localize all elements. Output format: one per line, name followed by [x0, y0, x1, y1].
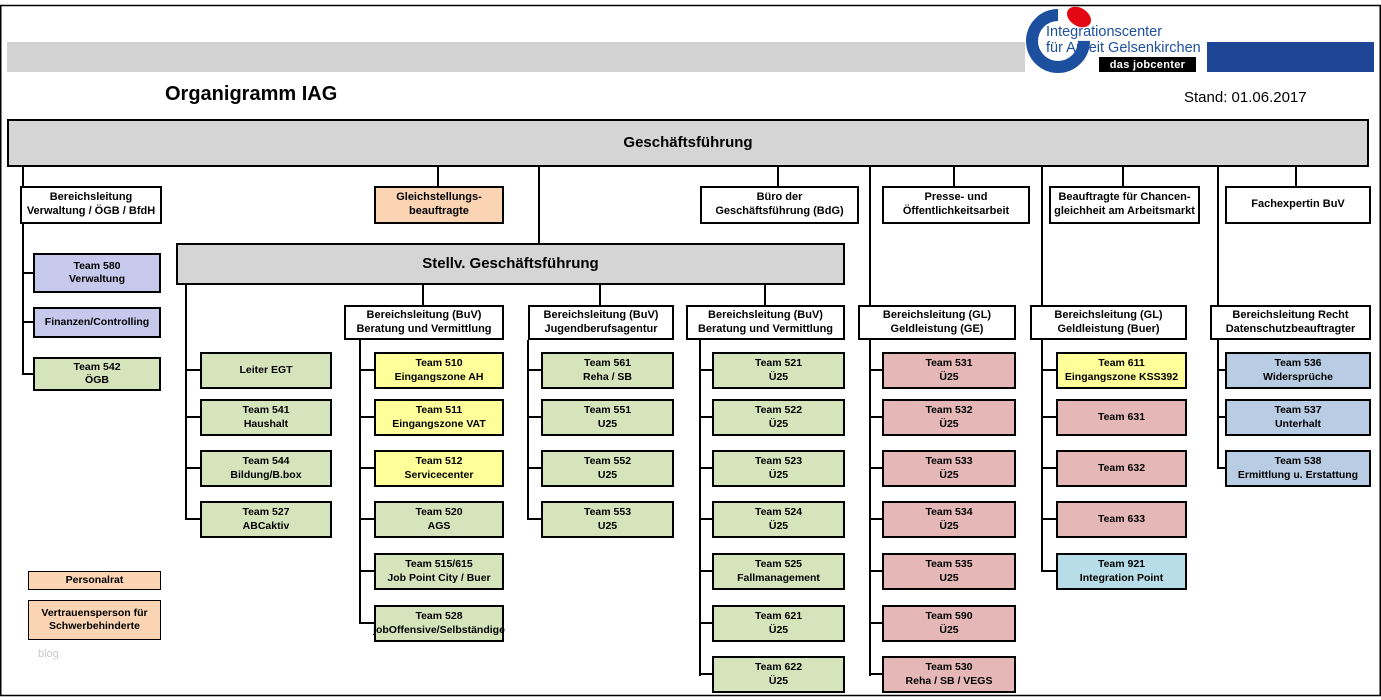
- node-team-511: Team 511 Eingangszone VAT: [374, 399, 504, 436]
- node-team-528: Team 528 jobOffensive/Selbständige: [373, 605, 505, 642]
- node-team-551: Team 551 U25: [541, 399, 674, 436]
- header-buv-beratung-vermittlung-2: Bereichsleitung (BuV) Beratung und Vermi…: [686, 305, 845, 340]
- node-team-553: Team 553 U25: [541, 501, 674, 538]
- header-recht-datenschutz: Bereichsleitung Recht Datenschutzbeauftr…: [1210, 305, 1371, 340]
- node-team-534: Team 534 Ü25: [882, 501, 1016, 538]
- node-chancengleichheit: Beauftragte für Chancen- gleichheit am A…: [1049, 186, 1200, 224]
- node-team-510: Team 510 Eingangszone AH: [374, 352, 504, 389]
- node-team-590: Team 590 Ü25: [882, 605, 1016, 642]
- node-team-525: Team 525 Fallmanagement: [712, 553, 845, 590]
- node-team-522: Team 522 Ü25: [712, 399, 845, 436]
- node-team-538: Team 538 Ermittlung u. Erstattung: [1225, 450, 1371, 487]
- node-gleichstellungsbeauftragte: Gleichstellungs- beauftragte: [374, 186, 504, 224]
- node-bereichsleitung-verwaltung: Bereichsleitung Verwaltung / ÖGB / BfdH: [20, 186, 162, 224]
- date-label: Stand: 01.06.2017: [1184, 89, 1307, 106]
- node-finanzen-controlling: Finanzen/Controlling: [33, 307, 161, 338]
- node-team-536: Team 536 Widersprüche: [1225, 352, 1371, 389]
- node-team-542: Team 542 ÖGB: [33, 357, 161, 391]
- node-team-544: Team 544 Bildung/B.box: [200, 450, 332, 487]
- node-team-531: Team 531 Ü25: [882, 352, 1016, 389]
- header-gl-geldleistung-buer: Bereichsleitung (GL) Geldleistung (Buer): [1030, 305, 1187, 340]
- node-team-552: Team 552 U25: [541, 450, 674, 487]
- node-team-532: Team 532 Ü25: [882, 399, 1016, 436]
- header-navy-block: [1207, 42, 1374, 72]
- node-team-520: Team 520 AGS: [374, 501, 504, 538]
- node-stellv-geschaeftsfuehrung: Stellv. Geschäftsführung: [176, 243, 845, 285]
- node-personalrat: Personalrat: [28, 571, 161, 590]
- node-buero-bdg: Büro der Geschäftsführung (BdG): [700, 186, 859, 224]
- watermark: blog: [38, 648, 59, 660]
- node-team-622: Team 622 Ü25: [712, 656, 845, 693]
- node-fachexpertin-buv: Fachexpertin BuV: [1225, 186, 1371, 224]
- logo-org-name: Integrationscenter für Arbeit Gelsenkirc…: [1046, 24, 1201, 57]
- node-leiter-egt: Leiter EGT: [200, 352, 332, 389]
- node-team-633: Team 633: [1056, 501, 1187, 538]
- node-team-611: Team 611 Eingangszone KSS392: [1056, 352, 1187, 389]
- node-team-524: Team 524 Ü25: [712, 501, 845, 538]
- node-team-537: Team 537 Unterhalt: [1225, 399, 1371, 436]
- node-team-632: Team 632: [1056, 450, 1187, 487]
- node-team-580: Team 580 Verwaltung: [33, 253, 161, 293]
- node-team-921: Team 921 Integration Point: [1056, 553, 1187, 590]
- node-geschaeftsfuehrung: Geschäftsführung: [7, 119, 1369, 167]
- node-team-530: Team 530 Reha / SB / VEGS: [882, 656, 1016, 693]
- node-vertrauensperson: Vertrauensperson für Schwerbehinderte: [28, 600, 161, 640]
- node-presse-oeffentlichkeitsarbeit: Presse- und Öffentlichkeitsarbeit: [882, 186, 1030, 224]
- header-gl-geldleistung-ge: Bereichsleitung (GL) Geldleistung (GE): [858, 305, 1016, 340]
- node-team-515-615: Team 515/615 Job Point City / Buer: [374, 553, 504, 590]
- node-team-561: Team 561 Reha / SB: [541, 352, 674, 389]
- page-title: Organigramm IAG: [165, 83, 338, 105]
- node-team-521: Team 521 Ü25: [712, 352, 845, 389]
- header-gray-bar: [7, 42, 1025, 72]
- node-team-523: Team 523 Ü25: [712, 450, 845, 487]
- node-team-512: Team 512 Servicecenter: [374, 450, 504, 487]
- header-buv-beratung-vermittlung-1: Bereichsleitung (BuV) Beratung und Vermi…: [344, 305, 504, 340]
- node-team-527: Team 527 ABCaktiv: [200, 501, 332, 538]
- logo-tagline: das jobcenter: [1099, 57, 1196, 72]
- node-team-621: Team 621 Ü25: [712, 605, 845, 642]
- node-team-535: Team 535 U25: [882, 553, 1016, 590]
- node-team-631: Team 631: [1056, 399, 1187, 436]
- header-buv-jugendberufsagentur: Bereichsleitung (BuV) Jugendberufsagentu…: [528, 305, 674, 340]
- node-team-533: Team 533 Ü25: [882, 450, 1016, 487]
- node-team-541: Team 541 Haushalt: [200, 399, 332, 436]
